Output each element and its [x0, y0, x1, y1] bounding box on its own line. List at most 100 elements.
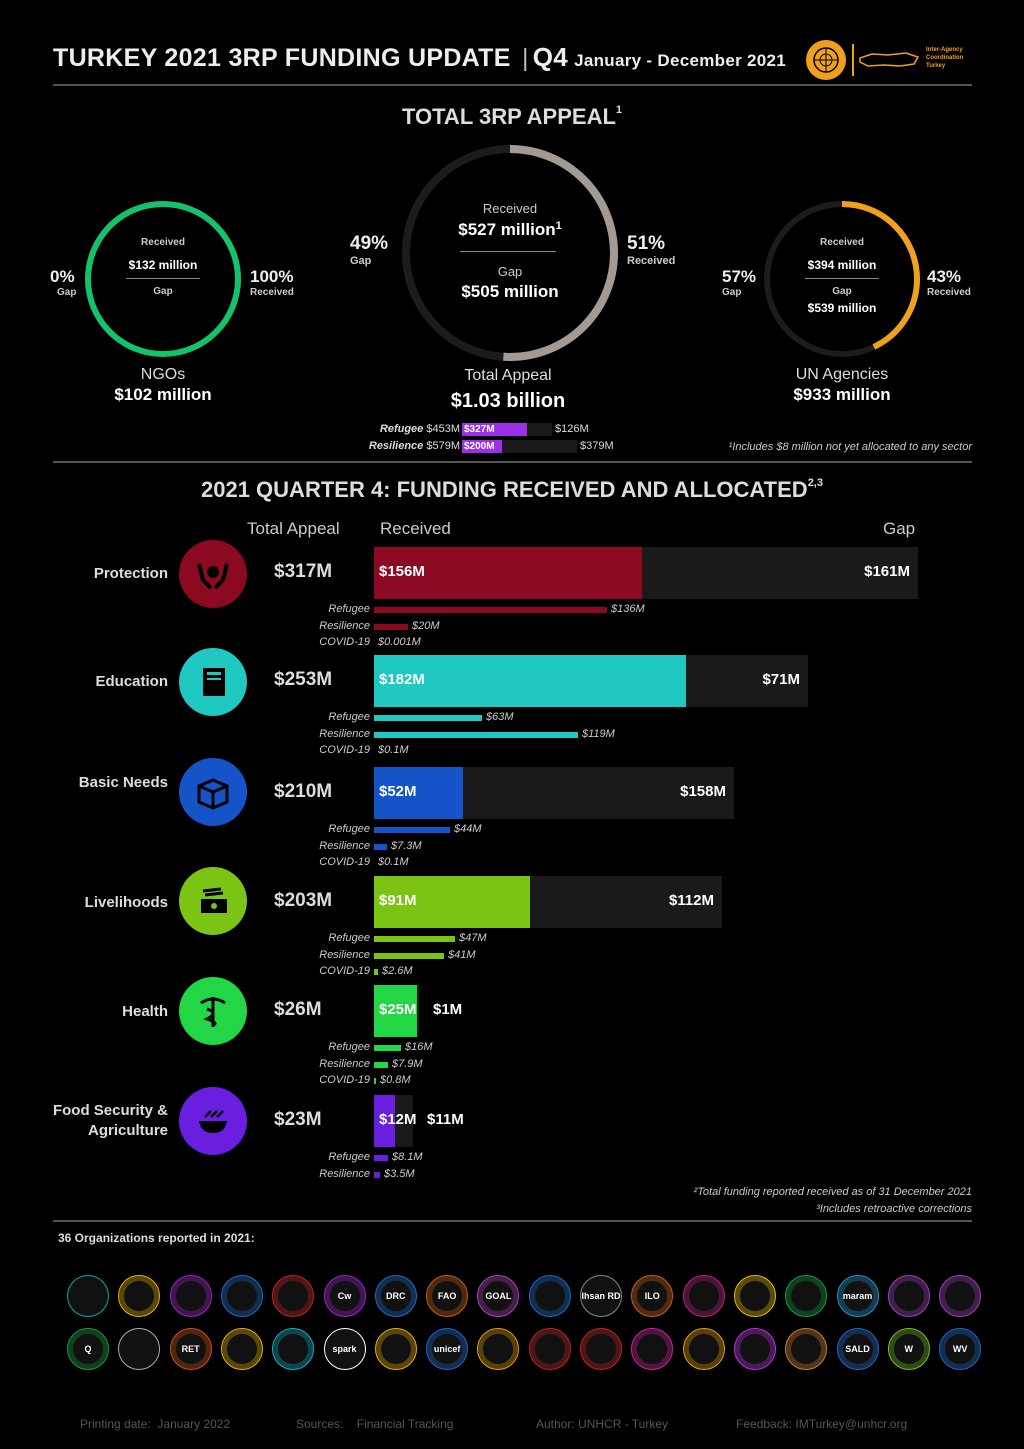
sector-sub-label: Refugee	[328, 711, 370, 723]
sector-sub-label: COVID-19	[319, 965, 370, 977]
sector-sub-value: $136M	[611, 603, 645, 615]
organization-logo: SALD	[836, 1328, 879, 1370]
sector-gap: $1M	[433, 1001, 463, 1018]
component-resilience-label: Resilience $579M	[368, 440, 460, 452]
title-text: TURKEY 2021 3RP FUNDING UPDATE	[53, 44, 511, 72]
organization-logo: maram	[836, 1275, 879, 1317]
organization-logo	[118, 1328, 161, 1370]
un-received-arc	[764, 201, 920, 357]
un-gap-label: Gap	[832, 286, 852, 297]
organization-logo	[733, 1275, 776, 1317]
sector-sub-bar	[374, 1061, 388, 1068]
sector-received-fill	[374, 655, 686, 707]
sector-appeal: $253M	[274, 669, 333, 690]
sector-sub-bar	[374, 607, 607, 613]
sector-name: Protection	[93, 565, 168, 582]
sector-name: Livelihoods	[84, 894, 168, 911]
sector-received-fill	[374, 876, 530, 928]
ngo-gap-label: Gap	[153, 286, 173, 297]
component-refugee-fill	[462, 423, 527, 436]
organization-logo	[374, 1328, 417, 1370]
organization-logo	[631, 1328, 674, 1370]
sector-sub-label: Refugee	[328, 603, 370, 615]
un-divider	[805, 278, 879, 279]
livelihoods-money-icon	[179, 867, 247, 935]
basic-needs-box-icon	[179, 758, 247, 826]
organization-logo: spark	[323, 1328, 366, 1370]
sector-sub-label: COVID-19	[319, 744, 370, 756]
ngo-received-pct: 100%	[250, 267, 294, 286]
quarter-label: Q4	[532, 42, 569, 72]
sector-received-fill	[374, 547, 642, 599]
sector-name: Education	[95, 673, 168, 690]
sector-bar: $52M	[374, 767, 734, 819]
header-divider	[53, 84, 972, 86]
organization-logo	[939, 1275, 982, 1317]
sector-sub-value: $8.1M	[392, 1151, 423, 1163]
sector-name: Food Security & Agriculture	[52, 1102, 168, 1139]
organization-logo: RET	[169, 1328, 212, 1370]
sector-appeal: $26M	[274, 999, 322, 1020]
sector-received: $156M	[379, 563, 425, 580]
component-resilience-received: $200M	[464, 441, 495, 452]
sector-sub-label: Resilience	[319, 1057, 370, 1070]
footnote-3: ³Includes retroactive corrections	[816, 1203, 972, 1215]
organization-logo: ILO	[631, 1275, 674, 1317]
sector-sub-bar	[374, 827, 450, 833]
total-name: Total Appeal	[464, 367, 552, 384]
total-gap-value: $505 million	[461, 282, 559, 301]
organization-logo: Ihsan RD	[580, 1275, 622, 1317]
ngo-received-label: Received	[141, 237, 185, 248]
organization-logo	[169, 1275, 212, 1317]
total-received-pct-label: Received	[627, 255, 676, 267]
total-gap-label: Gap	[497, 264, 523, 279]
sector-received-fill	[374, 1095, 395, 1147]
footer-author: Author: UNHCR - Turkey	[536, 1417, 669, 1431]
sector-appeal: $317M	[274, 561, 333, 582]
footer-printing: Printing date: January 2022	[80, 1417, 231, 1431]
component-refugee-bar: $327M	[462, 423, 552, 436]
sector-gap: $71M	[762, 671, 800, 688]
organization-logo	[477, 1328, 520, 1370]
organization-logo	[272, 1328, 315, 1370]
organization-logo	[118, 1275, 161, 1317]
sector-bar: $12M	[374, 1095, 417, 1147]
sector-sub-value: $7.3M	[391, 839, 422, 852]
un-gap-value: $539 million	[807, 301, 877, 315]
sector-sub-label: Resilience	[319, 948, 370, 961]
component-resilience-gap: $379M	[580, 440, 614, 452]
sector-sub-value: $41M	[448, 948, 476, 961]
sector-received: $182M	[379, 671, 425, 688]
total-received-pct: 51%	[627, 233, 666, 254]
sector-sub-label: Resilience	[319, 1167, 370, 1180]
sector-sub-label: Refugee	[328, 932, 370, 944]
total-received-arc	[402, 145, 618, 361]
education-book-icon	[179, 648, 247, 716]
un-gap-pct-label: Gap	[722, 287, 742, 298]
un-donut	[764, 201, 920, 357]
ngo-received-arc	[85, 201, 241, 357]
sector-sub-value: $0.8M	[380, 1074, 411, 1086]
total-donut	[402, 145, 618, 361]
un-received-value: $394 million	[807, 258, 877, 272]
un-received-pct: 43%	[927, 267, 962, 286]
sector-sub-bar	[374, 1078, 376, 1084]
sector-sub-bar	[374, 1045, 401, 1051]
organizations-heading: 36 Organizations reported in 2021:	[58, 1231, 255, 1245]
organization-logo	[682, 1275, 725, 1317]
ngo-gap-pct: 0%	[50, 267, 75, 286]
organization-logo	[528, 1275, 571, 1317]
sector-sub-value: $119M	[582, 727, 615, 740]
sector-sub-value: $47M	[459, 932, 487, 944]
footer-feedback[interactable]: Feedback: IMTurkey@unhcr.org	[736, 1417, 908, 1431]
sector-received: $52M	[379, 783, 417, 800]
sector-sub-value: $44M	[454, 823, 482, 835]
section-divider	[53, 461, 972, 463]
sector-name: Basic Needs	[78, 774, 168, 791]
component-resilience-bar: $200M	[462, 440, 577, 453]
sector-sub-value: $7.9M	[392, 1057, 423, 1070]
sector-gap: $11M	[427, 1111, 464, 1128]
ngo-gap-pct-label: Gap	[57, 287, 77, 298]
sector-bar: $156M	[374, 547, 918, 599]
sector-bar: $91M	[374, 876, 722, 928]
